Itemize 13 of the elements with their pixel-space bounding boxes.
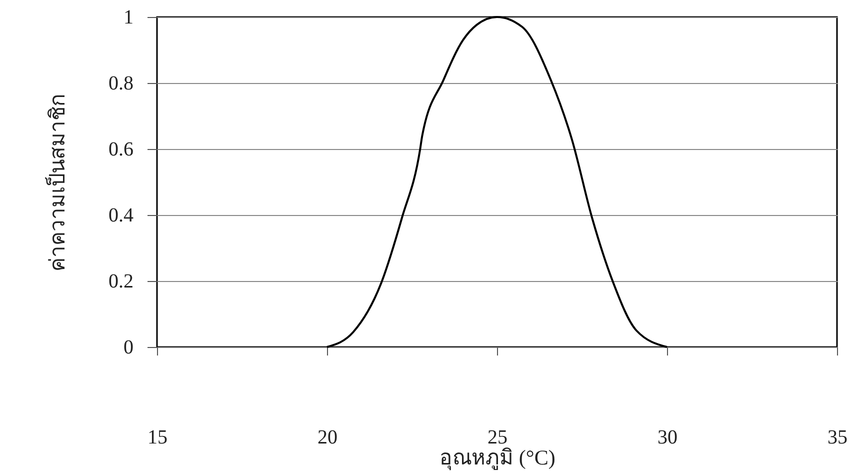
x-tick-label: 20 xyxy=(318,426,338,448)
y-tick-label: 0.4 xyxy=(108,204,134,226)
x-tick-label: 35 xyxy=(828,426,848,448)
y-tick-label: 0.6 xyxy=(108,138,134,160)
y-tick-label: 0 xyxy=(124,336,134,358)
y-tick-label: 0.8 xyxy=(108,72,134,94)
y-tick-label: 0.2 xyxy=(108,270,134,292)
y-tick-label: 1 xyxy=(124,6,134,28)
x-axis-title: อุณหภูมิ (°C) xyxy=(440,446,556,470)
x-tick-label: 15 xyxy=(148,426,168,448)
y-axis-title: ค่าความเป็นสมาชิก xyxy=(44,94,70,272)
x-tick-label: 25 xyxy=(488,426,508,448)
x-tick-label: 30 xyxy=(658,426,678,448)
